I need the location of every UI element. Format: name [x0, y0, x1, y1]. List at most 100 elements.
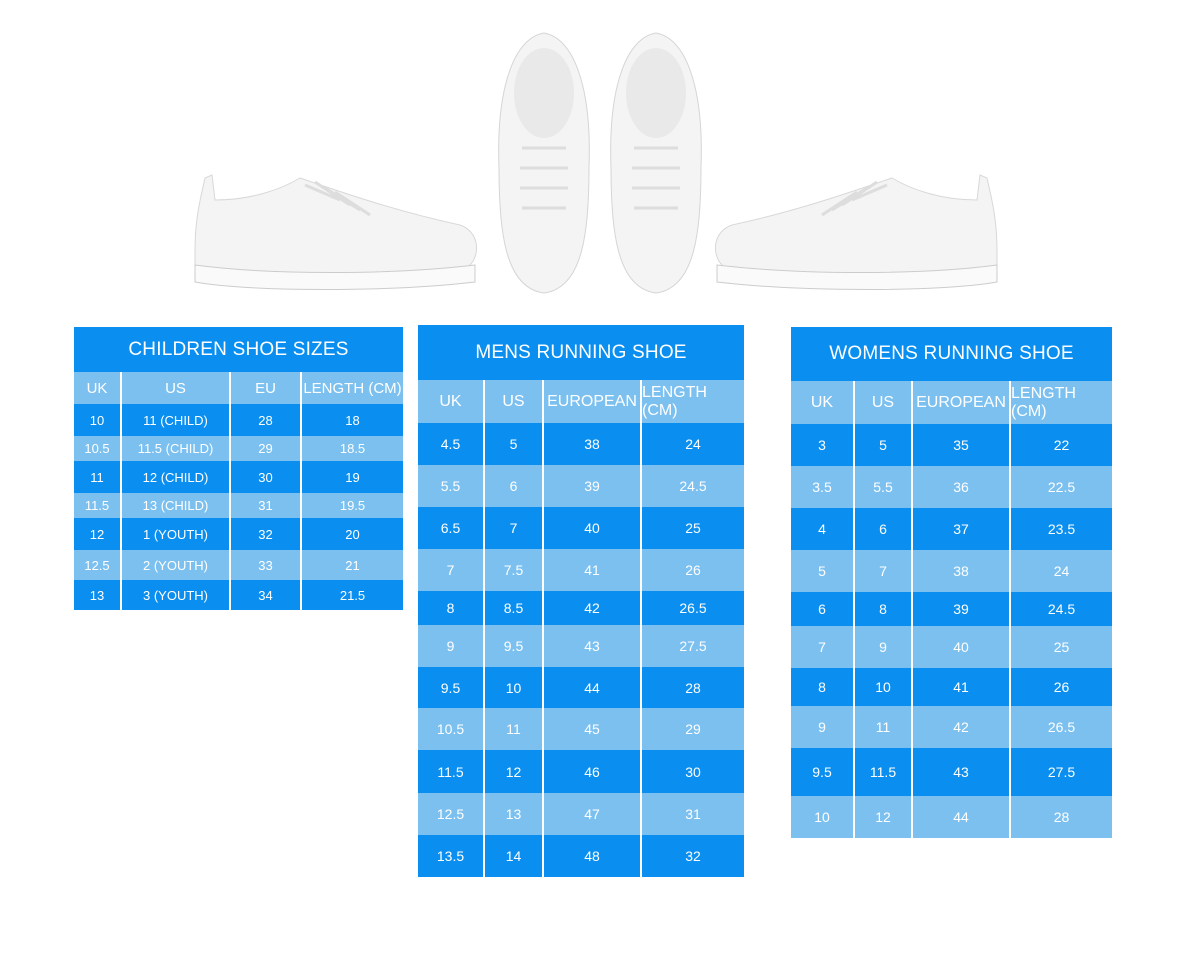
table-cell: 12.5 [418, 793, 485, 835]
table-row: 5.5 6 39 24.5 [418, 465, 744, 507]
table-cell: 11 (CHILD) [122, 404, 231, 436]
table-row: 10 12 44 28 [791, 796, 1112, 838]
table-header-row: UK US EUROPEAN LENGTH (CM) [791, 381, 1112, 424]
table-cell: 10 [485, 667, 544, 708]
table-cell: 22.5 [1047, 479, 1076, 495]
table-cell: 7 [418, 549, 485, 591]
table-cell: 8.5 [485, 591, 544, 625]
table-cell: LENGTH (CM) [1011, 384, 1076, 420]
table-cell: 9 [418, 625, 485, 667]
table-cell: 25 [1053, 639, 1070, 655]
mens-size-table: MENS RUNNING SHOE UK US EUROPEAN LENGTH (CM)… [418, 325, 744, 877]
table-cell: 6 [485, 465, 544, 507]
table-row: 12.5 2 (YOUTH) 33 21 [74, 550, 403, 580]
table-cell: 2 (YOUTH) [122, 550, 231, 580]
table-row: 11.5 13 (CHILD) 31 19.5 [74, 493, 403, 518]
table-row: 9.5 11.5 43 27.5 [791, 748, 1112, 796]
table-cell: 19.5 [339, 498, 366, 513]
table-cell: 42 [913, 706, 1011, 748]
table-cell: 40 [544, 507, 642, 549]
table-cell: 43 [913, 748, 1011, 796]
table-cell: 11.5 [418, 750, 485, 793]
table-cell: 37 [913, 508, 1011, 550]
table-cell: 11.5 [74, 493, 122, 518]
table-cell: 14 [485, 835, 544, 877]
table-cell: US [122, 372, 231, 404]
table-cell: 21 [345, 557, 360, 573]
table-cell: 7.5 [485, 549, 544, 591]
table-cell: 23.5 [1047, 521, 1076, 537]
table-cell: 41 [544, 549, 642, 591]
table-cell: 7 [485, 507, 544, 549]
table-cell: 13 [485, 793, 544, 835]
table-row: 4 6 37 23.5 [791, 508, 1112, 550]
table-cell: 41 [913, 668, 1011, 706]
table-cell: 9.5 [418, 667, 485, 708]
sneaker-side-right-image [714, 174, 998, 290]
table-cell: 10 [74, 404, 122, 436]
table-row: 3.5 5.5 36 22.5 [791, 466, 1112, 508]
table-cell: 29 [685, 721, 701, 737]
table-cell: 28 [1053, 809, 1070, 825]
table-cell: 5 [485, 423, 544, 465]
table-cell: 24.5 [679, 478, 707, 494]
table-cell: UK [74, 372, 122, 404]
table-cell: 6 [855, 508, 913, 550]
table-cell: 47 [544, 793, 642, 835]
table-cell: 8 [855, 592, 913, 626]
table-title: WOMENS RUNNING SHOE [791, 327, 1112, 381]
table-cell: 10 [791, 796, 855, 838]
table-cell: 40 [913, 626, 1011, 668]
table-row: 13 3 (YOUTH) 34 21.5 [74, 580, 403, 610]
table-cell: 13 [74, 580, 122, 610]
table-cell: 38 [544, 423, 642, 465]
table-cell: 45 [544, 708, 642, 750]
table-cell: 38 [913, 550, 1011, 592]
table-cell: 11.5 [855, 748, 913, 796]
womens-size-table: WOMENS RUNNING SHOE UK US EUROPEAN LENGTH (C… [791, 327, 1112, 838]
table-row: 6.5 7 40 25 [418, 507, 744, 549]
table-cell: 18 [345, 412, 360, 428]
table-cell: 11.5 (CHILD) [122, 436, 231, 461]
table-cell: 9 [855, 626, 913, 668]
sneaker-side-left-image [194, 174, 478, 290]
table-cell: 6.5 [418, 507, 485, 549]
table-cell: 39 [544, 465, 642, 507]
table-row: 7 7.5 41 26 [418, 549, 744, 591]
table-cell: 9 [791, 706, 855, 748]
table-cell: 12 [74, 518, 122, 550]
table-header-row: UK US EU LENGTH (CM) [74, 372, 403, 404]
table-cell: 9.5 [485, 625, 544, 667]
table-cell: 32 [231, 518, 302, 550]
table-cell: UK [791, 381, 855, 424]
table-cell: 36 [913, 466, 1011, 508]
table-cell: 9.5 [791, 748, 855, 796]
table-cell: 13 (CHILD) [122, 493, 231, 518]
table-cell: 3 (YOUTH) [122, 580, 231, 610]
table-cell: 30 [231, 461, 302, 493]
table-cell: 26 [685, 562, 701, 578]
table-row: 4.5 5 38 24 [418, 423, 744, 465]
table-cell: 22 [1053, 437, 1070, 453]
table-title: CHILDREN SHOE SIZES [74, 327, 403, 372]
table-cell: 10 [855, 668, 913, 706]
table-cell: 11 [74, 461, 122, 493]
table-cell: 44 [913, 796, 1011, 838]
table-row: 5 7 38 24 [791, 550, 1112, 592]
table-row: 10.5 11 45 29 [418, 708, 744, 750]
table-cell: 26 [1053, 679, 1070, 695]
table-cell: 46 [544, 750, 642, 793]
table-cell: 33 [231, 550, 302, 580]
table-cell: 10.5 [74, 436, 122, 461]
table-row: 9 11 42 26.5 [791, 706, 1112, 748]
table-row: 13.5 14 48 32 [418, 835, 744, 877]
table-cell: 12 (CHILD) [122, 461, 231, 493]
table-cell: 4.5 [418, 423, 485, 465]
table-cell: 12.5 [74, 550, 122, 580]
table-cell: 34 [231, 580, 302, 610]
table-cell: US [485, 380, 544, 423]
table-cell: 43 [544, 625, 642, 667]
table-cell: 12 [485, 750, 544, 793]
table-cell: 28 [685, 679, 701, 696]
table-row: 11.5 12 46 30 [418, 750, 744, 793]
